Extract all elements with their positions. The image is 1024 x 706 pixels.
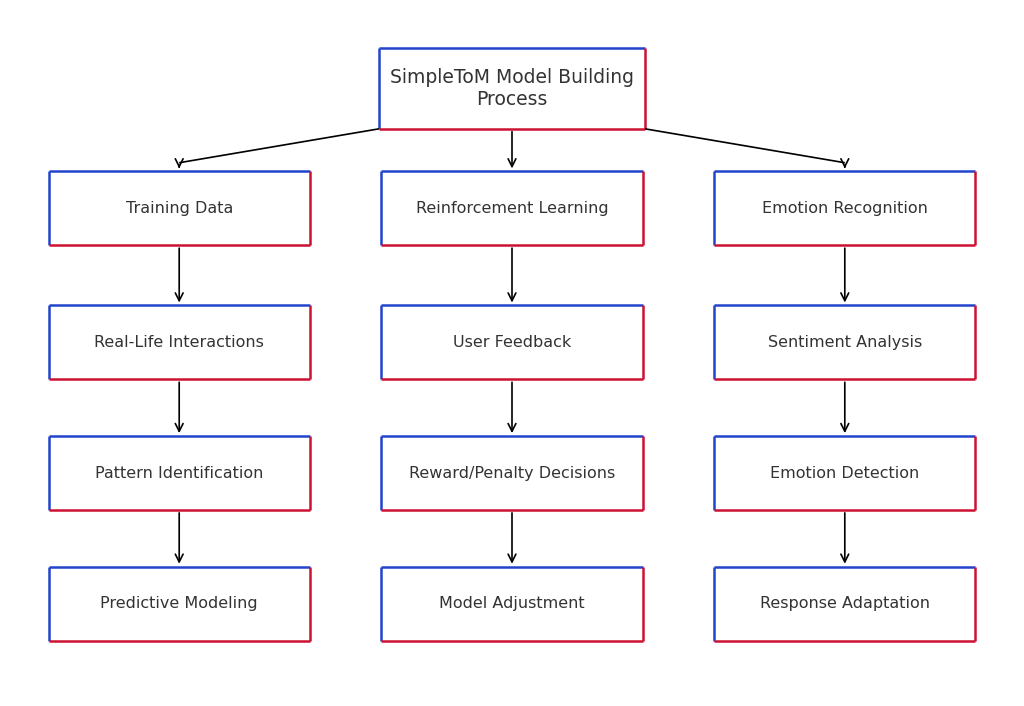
Text: Emotion Detection: Emotion Detection — [770, 465, 920, 481]
Bar — [48, 305, 309, 379]
Bar — [715, 305, 975, 379]
Text: Response Adaptation: Response Adaptation — [760, 596, 930, 611]
Text: User Feedback: User Feedback — [453, 335, 571, 350]
Bar — [48, 566, 309, 641]
Text: Training Data: Training Data — [126, 201, 232, 216]
Bar — [381, 172, 643, 246]
Text: Real-Life Interactions: Real-Life Interactions — [94, 335, 264, 350]
Text: Emotion Recognition: Emotion Recognition — [762, 201, 928, 216]
Bar — [381, 566, 643, 641]
Text: Sentiment Analysis: Sentiment Analysis — [768, 335, 922, 350]
Text: SimpleToM Model Building
Process: SimpleToM Model Building Process — [390, 68, 634, 109]
Bar — [379, 47, 645, 128]
Bar — [381, 436, 643, 510]
Bar — [48, 436, 309, 510]
Bar — [381, 305, 643, 379]
Text: Pattern Identification: Pattern Identification — [95, 465, 263, 481]
Text: Predictive Modeling: Predictive Modeling — [100, 596, 258, 611]
Text: Reward/Penalty Decisions: Reward/Penalty Decisions — [409, 465, 615, 481]
Bar — [715, 566, 975, 641]
Bar — [715, 436, 975, 510]
Bar — [715, 172, 975, 246]
Text: Model Adjustment: Model Adjustment — [439, 596, 585, 611]
Bar — [48, 172, 309, 246]
Text: Reinforcement Learning: Reinforcement Learning — [416, 201, 608, 216]
